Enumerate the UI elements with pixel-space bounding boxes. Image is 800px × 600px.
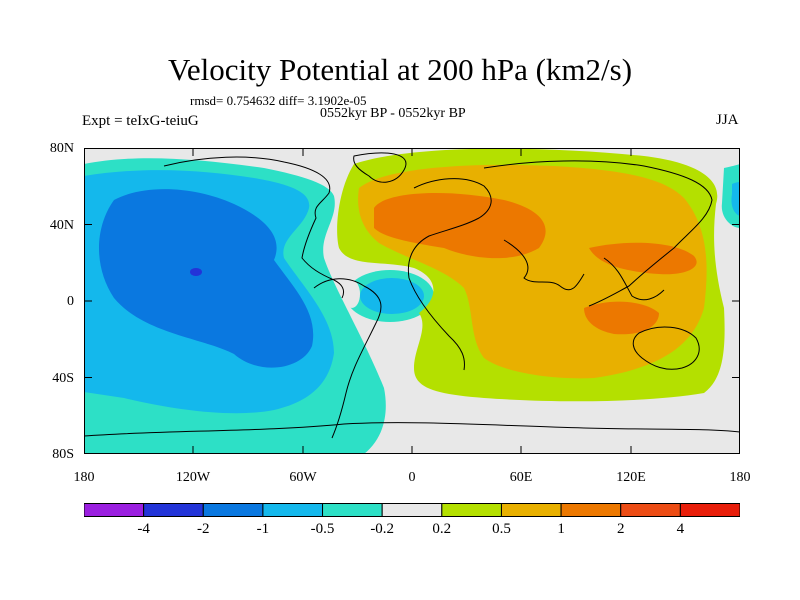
colorbar-label: -1 [256,521,270,537]
lon-label-60w: 60W [289,470,317,485]
lon-label-180w: 180 [73,470,95,485]
colorbar-box [322,503,383,517]
colorbar-label: 4 [676,521,685,537]
stats-label: rmsd= 0.754632 diff= 3.1902e-05 [190,93,367,108]
lat-label-80n: 80N [49,141,74,156]
colorbar-box [202,503,264,517]
coast-north-america [163,156,345,299]
lat-label-40n: 40N [49,218,74,233]
frame-ticks [84,148,740,454]
coast-asia [483,160,713,307]
lat-label-80s: 80S [52,447,74,462]
map-frame [84,148,740,454]
colorbar-label: -2 [197,521,210,537]
lon-label-120w: 120W [175,470,211,485]
lon-label-180e: 180 [729,470,751,485]
contour-pos-orange2 [589,242,697,275]
coastlines [84,152,740,439]
colorbar-box [143,503,204,517]
colorbar-label: -0.5 [310,521,335,537]
colorbar-box [679,503,740,517]
lon-label-0: 0 [408,470,416,485]
lat-label-0: 0 [67,294,74,309]
lat-label-40s: 40S [52,371,74,386]
contour-wrap-lightblue [731,182,740,216]
contour-pos-orange3 [584,301,659,335]
map-plot [84,148,740,454]
colorbar-label: 2 [616,521,625,537]
coast-greenland [353,152,407,183]
coast-australia [632,326,700,370]
colorbar [84,503,740,517]
coast-southeast-asia [603,257,665,301]
colorbar-box [560,503,622,517]
colorbar-label: 0.2 [432,521,452,537]
experiment-label: Expt = teIxG-teiuG [82,113,199,129]
colorbar-label: 0.5 [492,521,511,537]
colorbar-box [84,503,145,517]
colorbar-box [620,503,681,517]
colorbar-label: 1 [557,521,565,537]
coast-europe-africa [407,178,492,371]
colorbar-box [500,503,562,517]
colorbar-box [381,503,443,517]
colorbar-box [441,503,502,517]
colorbar-label: -4 [137,521,150,537]
contour-neg-darkblue [190,268,202,276]
coast-south-america [313,278,382,439]
chart-title: Velocity Potential at 200 hPa (km2/s) [167,52,633,87]
coast-antarctica [84,422,740,437]
lon-label-60e: 60E [509,470,533,485]
coast-arabia-india [503,239,585,291]
season-label: JJA [716,112,739,128]
contour-atlantic-lightblue [360,278,424,314]
colorbar-label: -0.2 [370,521,395,537]
lon-label-120e: 120E [616,470,646,485]
contour-neg-blue [99,189,314,368]
colorbar-box [262,503,324,517]
period-label: 0552kyr BP - 0552kyr BP [320,106,466,121]
contour-atlantic-gray [344,280,360,308]
